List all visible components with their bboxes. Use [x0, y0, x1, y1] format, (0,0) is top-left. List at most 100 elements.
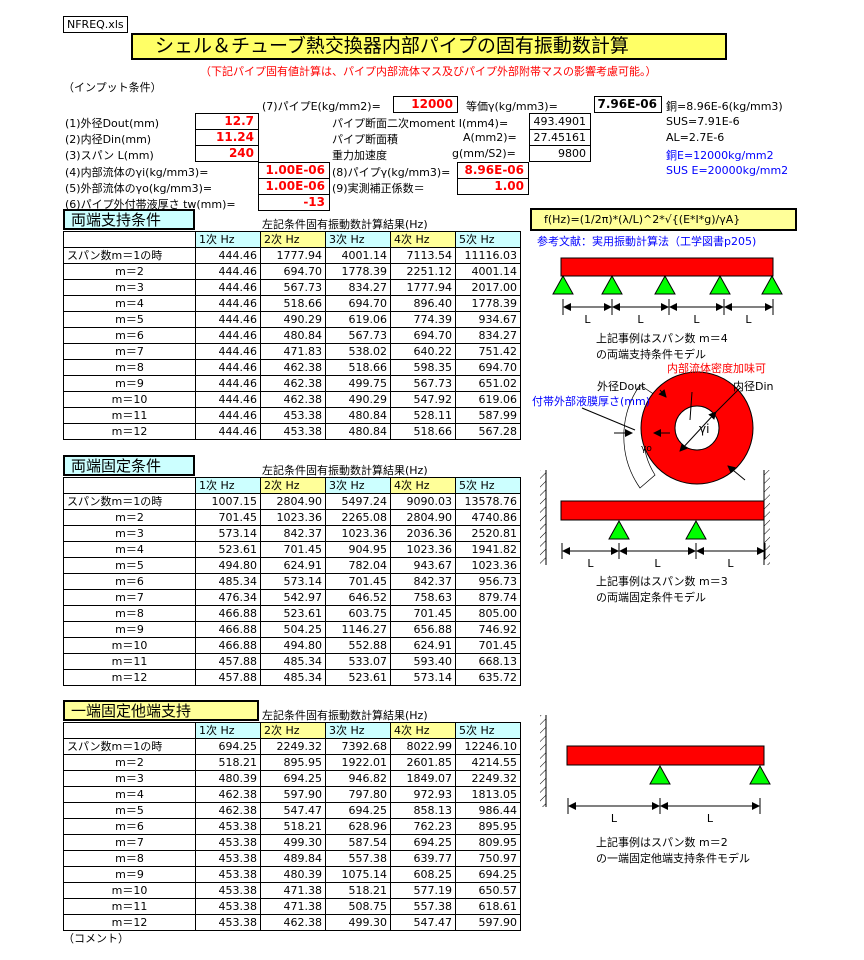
frequency-cell[interactable]: 480.39	[195, 770, 261, 787]
frequency-cell[interactable]: 701.45	[390, 605, 456, 622]
frequency-cell[interactable]: 485.34	[260, 669, 326, 686]
frequency-cell[interactable]: 972.93	[390, 786, 456, 803]
frequency-cell[interactable]: 2249.32	[260, 738, 326, 755]
frequency-cell[interactable]: 485.34	[260, 653, 326, 670]
frequency-cell[interactable]: 946.82	[325, 770, 391, 787]
frequency-cell[interactable]: 628.96	[325, 818, 391, 835]
frequency-cell[interactable]: 651.02	[455, 375, 521, 392]
frequency-cell[interactable]: 504.25	[260, 621, 326, 638]
frequency-cell[interactable]: 701.45	[260, 541, 326, 558]
frequency-cell[interactable]: 751.42	[455, 343, 521, 360]
frequency-cell[interactable]: 624.91	[390, 637, 456, 654]
frequency-cell[interactable]: 471.38	[260, 882, 326, 899]
frequency-cell[interactable]: 518.66	[390, 423, 456, 440]
frequency-cell[interactable]: 608.25	[390, 866, 456, 883]
frequency-cell[interactable]: 557.38	[390, 898, 456, 915]
frequency-cell[interactable]: 758.63	[390, 589, 456, 606]
frequency-cell[interactable]: 694.70	[325, 295, 391, 312]
frequency-cell[interactable]: 471.38	[260, 898, 326, 915]
frequency-cell[interactable]: 494.80	[195, 557, 261, 574]
k-input[interactable]: 1.00	[457, 178, 529, 195]
frequency-cell[interactable]: 542.97	[260, 589, 326, 606]
frequency-cell[interactable]: 523.61	[195, 541, 261, 558]
frequency-cell[interactable]: 1007.15	[195, 493, 261, 510]
frequency-cell[interactable]: 453.38	[260, 407, 326, 424]
frequency-cell[interactable]: 444.46	[195, 311, 261, 328]
frequency-cell[interactable]: 462.38	[260, 375, 326, 392]
frequency-cell[interactable]: 538.02	[325, 343, 391, 360]
frequency-cell[interactable]: 650.57	[455, 882, 521, 899]
frequency-cell[interactable]: 508.75	[325, 898, 391, 915]
frequency-cell[interactable]: 567.28	[455, 423, 521, 440]
frequency-cell[interactable]: 694.25	[325, 802, 391, 819]
frequency-cell[interactable]: 809.95	[455, 834, 521, 851]
frequency-cell[interactable]: 619.06	[325, 311, 391, 328]
frequency-cell[interactable]: 457.88	[195, 669, 261, 686]
frequency-cell[interactable]: 694.25	[455, 866, 521, 883]
frequency-cell[interactable]: 499.30	[325, 914, 391, 931]
frequency-cell[interactable]: 453.38	[260, 423, 326, 440]
frequency-cell[interactable]: 587.99	[455, 407, 521, 424]
e-input[interactable]: 12000	[393, 96, 458, 113]
frequency-cell[interactable]: 701.45	[455, 637, 521, 654]
frequency-cell[interactable]: 603.75	[325, 605, 391, 622]
frequency-cell[interactable]: 573.14	[260, 573, 326, 590]
frequency-cell[interactable]: 635.72	[455, 669, 521, 686]
frequency-cell[interactable]: 499.75	[325, 375, 391, 392]
frequency-cell[interactable]: 12246.10	[455, 738, 521, 755]
frequency-cell[interactable]: 567.73	[390, 375, 456, 392]
frequency-cell[interactable]: 7392.68	[325, 738, 391, 755]
frequency-cell[interactable]: 1023.36	[390, 541, 456, 558]
span-input[interactable]: 240	[195, 145, 259, 162]
frequency-cell[interactable]: 453.38	[195, 834, 261, 851]
frequency-cell[interactable]: 444.46	[195, 423, 261, 440]
frequency-cell[interactable]: 597.90	[455, 914, 521, 931]
frequency-cell[interactable]: 746.92	[455, 621, 521, 638]
frequency-cell[interactable]: 567.73	[325, 327, 391, 344]
frequency-cell[interactable]: 577.19	[390, 882, 456, 899]
frequency-cell[interactable]: 462.38	[260, 914, 326, 931]
frequency-cell[interactable]: 8022.99	[390, 738, 456, 755]
frequency-cell[interactable]: 694.70	[455, 359, 521, 376]
frequency-cell[interactable]: 646.52	[325, 589, 391, 606]
frequency-cell[interactable]: 597.90	[260, 786, 326, 803]
frequency-cell[interactable]: 573.14	[390, 669, 456, 686]
frequency-cell[interactable]: 453.38	[195, 914, 261, 931]
frequency-cell[interactable]: 1777.94	[390, 279, 456, 296]
frequency-cell[interactable]: 533.07	[325, 653, 391, 670]
tw-input[interactable]: -13	[258, 194, 330, 211]
frequency-cell[interactable]: 480.84	[325, 423, 391, 440]
frequency-cell[interactable]: 694.25	[390, 834, 456, 851]
frequency-cell[interactable]: 480.84	[260, 327, 326, 344]
frequency-cell[interactable]: 444.46	[195, 279, 261, 296]
frequency-cell[interactable]: 762.23	[390, 818, 456, 835]
frequency-cell[interactable]: 2804.90	[260, 493, 326, 510]
frequency-cell[interactable]: 858.13	[390, 802, 456, 819]
frequency-cell[interactable]: 805.00	[455, 605, 521, 622]
frequency-cell[interactable]: 1813.05	[455, 786, 521, 803]
frequency-cell[interactable]: 1778.39	[455, 295, 521, 312]
frequency-cell[interactable]: 547.47	[390, 914, 456, 931]
frequency-cell[interactable]: 1023.36	[325, 525, 391, 542]
frequency-cell[interactable]: 750.97	[455, 850, 521, 867]
frequency-cell[interactable]: 518.21	[325, 882, 391, 899]
frequency-cell[interactable]: 471.83	[260, 343, 326, 360]
frequency-cell[interactable]: 986.44	[455, 802, 521, 819]
frequency-cell[interactable]: 879.74	[455, 589, 521, 606]
frequency-cell[interactable]: 656.88	[390, 621, 456, 638]
frequency-cell[interactable]: 453.38	[195, 818, 261, 835]
frequency-cell[interactable]: 518.21	[260, 818, 326, 835]
frequency-cell[interactable]: 895.95	[455, 818, 521, 835]
frequency-cell[interactable]: 9090.03	[390, 493, 456, 510]
frequency-cell[interactable]: 797.80	[325, 786, 391, 803]
frequency-cell[interactable]: 2251.12	[390, 263, 456, 280]
frequency-cell[interactable]: 2017.00	[455, 279, 521, 296]
frequency-cell[interactable]: 11116.03	[455, 247, 521, 264]
frequency-cell[interactable]: 453.38	[195, 882, 261, 899]
frequency-cell[interactable]: 956.73	[455, 573, 521, 590]
frequency-cell[interactable]: 774.39	[390, 311, 456, 328]
frequency-cell[interactable]: 1778.39	[325, 263, 391, 280]
frequency-cell[interactable]: 598.35	[390, 359, 456, 376]
frequency-cell[interactable]: 639.77	[390, 850, 456, 867]
frequency-cell[interactable]: 834.27	[325, 279, 391, 296]
